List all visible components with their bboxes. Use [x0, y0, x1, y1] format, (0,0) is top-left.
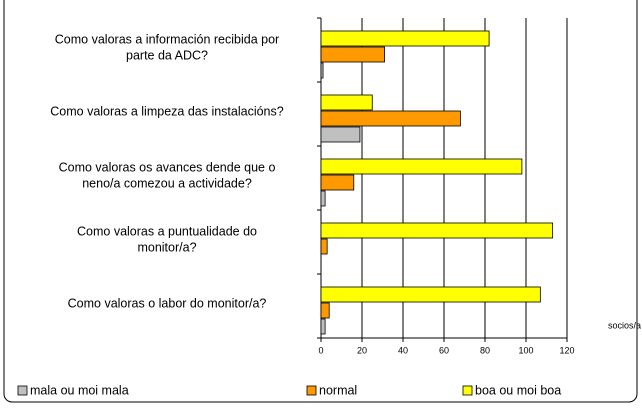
- bar: [320, 126, 361, 143]
- bar: [320, 62, 324, 79]
- bar: [320, 174, 355, 191]
- bar: [320, 30, 490, 47]
- x-tick-label: 20: [357, 345, 367, 355]
- x-tick-label: 0: [318, 345, 323, 355]
- bar: [320, 222, 554, 239]
- legend-swatch: [306, 385, 317, 396]
- category-label: Como valoras o labor do monitor/a?: [68, 296, 267, 310]
- bar: [320, 158, 523, 175]
- x-tick-label: 120: [559, 345, 574, 355]
- bar: [320, 286, 541, 303]
- x-tick-label: 60: [439, 345, 449, 355]
- category-label: Como valoras os avances dende que o: [59, 160, 276, 174]
- x-axis-label: socios/a: [608, 320, 641, 330]
- legend-swatch: [17, 385, 28, 396]
- category-label: Como valoras a información recibida por: [55, 32, 279, 46]
- category-label: Como valoras a puntualidade do: [77, 224, 257, 238]
- x-tick-label: 40: [398, 345, 408, 355]
- legend-label: normal: [319, 383, 357, 397]
- legend-swatch: [462, 385, 473, 396]
- bar: [320, 318, 326, 335]
- legend-label: boa ou moi boa: [475, 383, 561, 397]
- category-label: Como valoras a limpeza das instalacións?: [50, 104, 283, 118]
- bar: [320, 46, 385, 63]
- x-tick-label: 80: [480, 345, 490, 355]
- bar: [320, 238, 328, 255]
- category-label: neno/a comezou a actividade?: [82, 176, 252, 190]
- bar: [320, 110, 461, 127]
- bar: [320, 190, 326, 207]
- frame: [3, 0, 638, 403]
- bar: [320, 94, 373, 111]
- category-label: parte da ADC?: [126, 48, 208, 62]
- bar: [320, 302, 330, 319]
- category-label: monitor/a?: [137, 240, 196, 254]
- x-tick-label: 100: [518, 345, 533, 355]
- legend-label: mala ou moi mala: [30, 383, 129, 397]
